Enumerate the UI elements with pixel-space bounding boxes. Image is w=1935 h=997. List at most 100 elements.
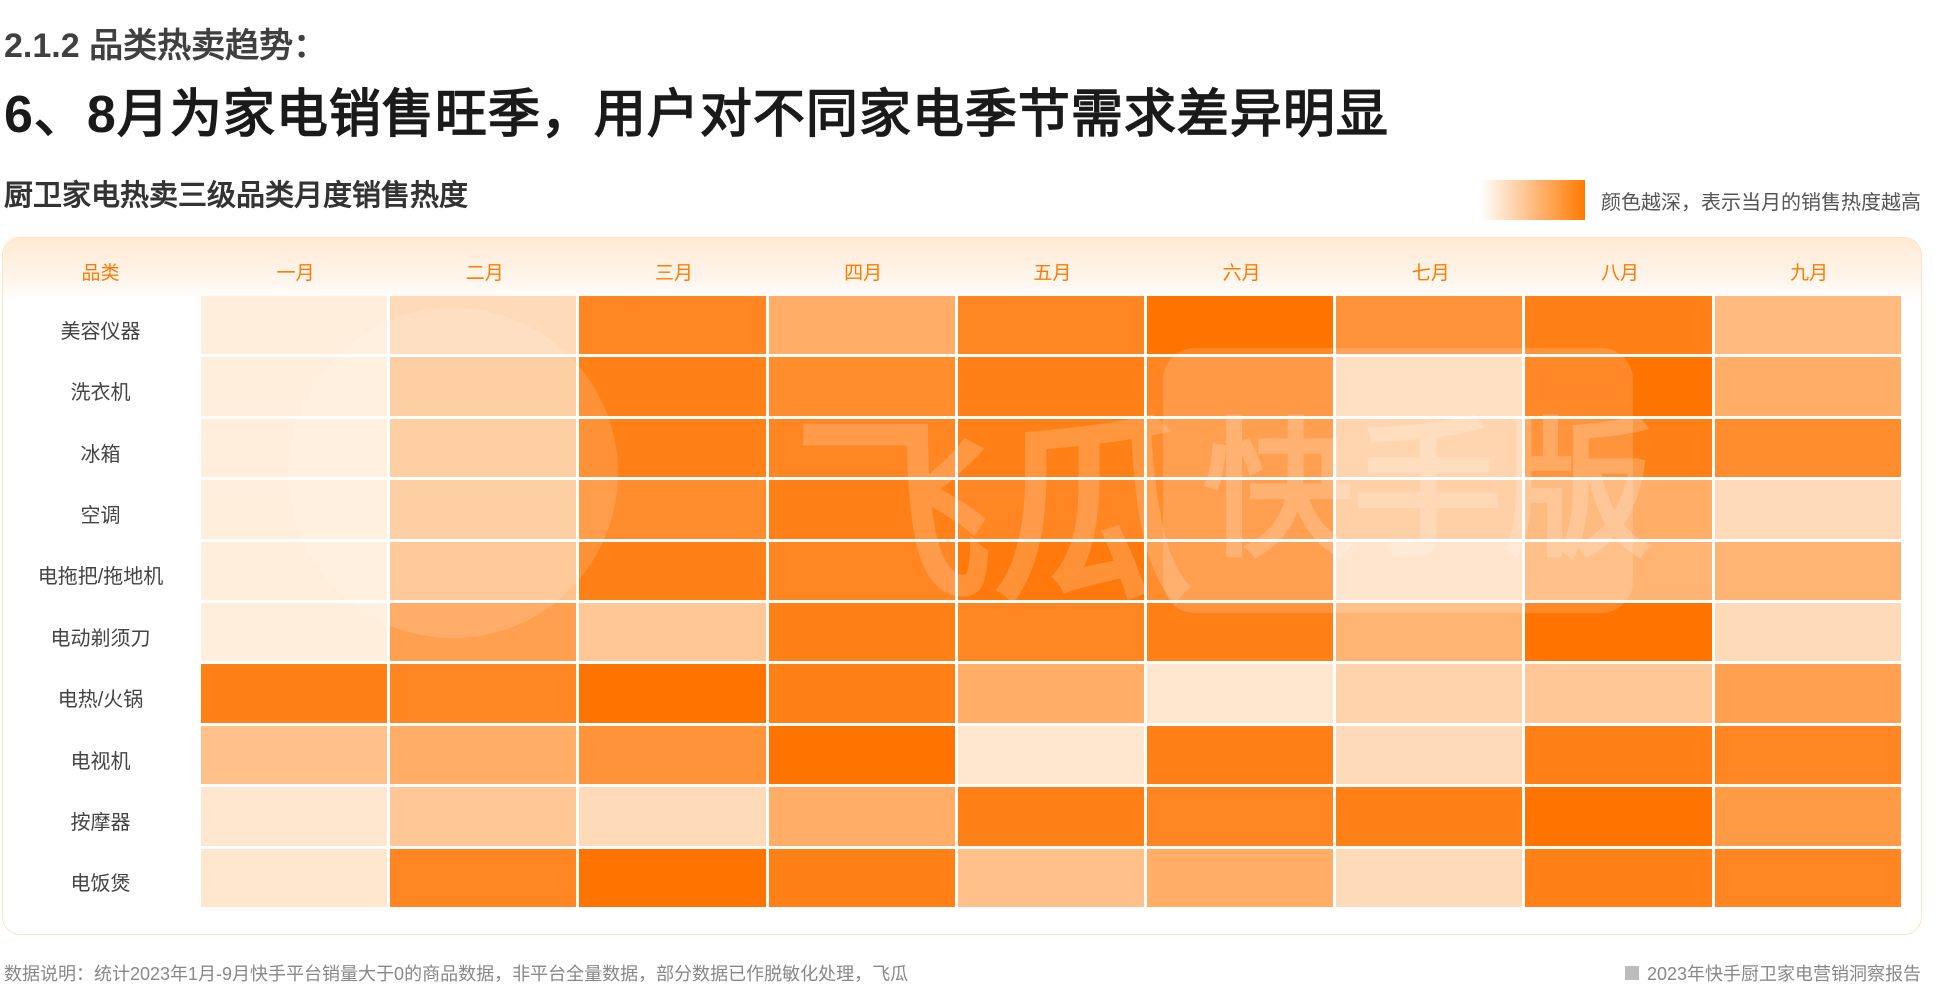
- heatmap-cell: [957, 357, 1144, 416]
- heatmap-cell: [579, 296, 766, 355]
- heatmap-cell: [1147, 357, 1334, 416]
- heatmap-cell: [1714, 418, 1901, 478]
- heatmap-cell: [1336, 725, 1523, 785]
- heatmap-cell: [579, 541, 766, 600]
- heatmap-cell: [1714, 541, 1901, 600]
- column-header: 一月: [276, 263, 315, 284]
- column-header: 四月: [844, 263, 883, 284]
- column-header: 五月: [1033, 263, 1072, 284]
- heatmap-cell: [1525, 848, 1712, 907]
- row-label: 洗衣机: [70, 382, 131, 405]
- footer-report-title: 2023年快手厨卫家电营销洞察报告: [1646, 964, 1921, 984]
- heatmap-cell: [957, 725, 1144, 785]
- heatmap-cell: [957, 787, 1144, 846]
- column-header: 二月: [465, 263, 504, 284]
- heatmap-cell: [1525, 357, 1712, 416]
- heatmap-cell: [957, 541, 1144, 600]
- heatmap-cell: [579, 480, 766, 539]
- heatmap-cell: [1714, 664, 1901, 723]
- heatmap-cell: [1147, 480, 1334, 539]
- heatmap-cell: [1147, 787, 1334, 846]
- heatmap-cell: [1147, 296, 1334, 355]
- heatmap-cell: [957, 296, 1144, 355]
- heatmap-cell: [1525, 664, 1712, 723]
- heatmap-cell: [201, 664, 388, 723]
- heatmap-cell: [201, 480, 388, 539]
- heatmap-cell: [1714, 603, 1901, 662]
- heatmap-panel: 品类 一月 二月 三月 四月 五月 六月 七月 八月 九月 美容仪器 洗衣机 冰箱 空调 电拖把/拖地机电…: [2, 237, 1922, 935]
- column-header: 三月: [654, 263, 693, 284]
- legend-gradient: [1480, 180, 1585, 220]
- section-number: 2.1.2 品类热卖趋势：: [4, 27, 328, 65]
- heatmap-cell: [201, 418, 388, 478]
- heatmap-cell: [201, 541, 388, 600]
- heatmap-cell: [1336, 603, 1523, 662]
- heatmap-cell: [957, 480, 1144, 539]
- heatmap-cell: [1336, 787, 1523, 846]
- heatmap-cell: [1525, 418, 1712, 478]
- heatmap-cell: [1525, 787, 1712, 846]
- heatmap-cell: [579, 603, 766, 662]
- heatmap-cell: [1714, 848, 1901, 907]
- row-label: 电视机: [70, 750, 131, 773]
- heatmap-cell: [1147, 418, 1334, 478]
- legend-text: 颜色越深，表示当月的销售热度越高: [1601, 191, 1921, 214]
- heatmap-cell: [579, 664, 766, 723]
- heatmap-cell: [390, 787, 577, 846]
- heatmap-cell: [1525, 480, 1712, 539]
- row-label: 美容仪器: [60, 320, 141, 343]
- chart-title: 厨卫家电热卖三级品类月度销售热度: [4, 180, 469, 212]
- heatmap-cell: [390, 296, 577, 355]
- row-label: 电热/火锅: [57, 689, 144, 712]
- heatmap-cell: [579, 418, 766, 478]
- heatmap-cell: [768, 357, 955, 416]
- heatmap-cell: [201, 848, 388, 907]
- heatmap-cell: [957, 664, 1144, 723]
- heatmap-cell: [1714, 296, 1901, 355]
- row-label: 电拖把/拖地机: [37, 566, 164, 589]
- heatmap-cell: [1714, 787, 1901, 846]
- heatmap-cell: [1147, 848, 1334, 907]
- column-header: 六月: [1222, 263, 1261, 284]
- heatmap-cell: [201, 787, 388, 846]
- heatmap-cell: [390, 418, 577, 478]
- heatmap-cell: [390, 848, 577, 907]
- heatmap-cell: [768, 480, 955, 539]
- page-headline: 6、8月为家电销售旺季，用户对不同家电季节需求差异明显: [4, 86, 1389, 144]
- heatmap-cell: [1336, 480, 1523, 539]
- report-square-icon: [1624, 966, 1639, 980]
- heatmap-cell: [1336, 664, 1523, 723]
- heatmap-cell: [768, 787, 955, 846]
- heatmap-cell: [1336, 541, 1523, 600]
- heatmap-cell: [1714, 725, 1901, 785]
- row-label: 电动剃须刀: [50, 627, 151, 650]
- heatmap-cell: [390, 357, 577, 416]
- column-header: 八月: [1600, 263, 1639, 284]
- heatmap-cell: [957, 603, 1144, 662]
- heatmap-cell: [579, 725, 766, 785]
- heatmap-cell: [1714, 480, 1901, 539]
- heatmap-cell: [201, 357, 388, 416]
- footer-note: 数据说明：统计2023年1月-9月快手平台销量大于0的商品数据，非平台全量数据，…: [4, 964, 909, 984]
- row-label: 按摩器: [70, 811, 131, 834]
- heatmap-cell: [1525, 603, 1712, 662]
- row-header: 品类: [81, 263, 120, 284]
- heatmap-cell: [201, 296, 388, 355]
- heatmap-cell: [1147, 664, 1334, 723]
- footer-report: 2023年快手厨卫家电营销洞察报告: [1624, 960, 1921, 986]
- column-header: 七月: [1411, 263, 1450, 284]
- panel-header-band: [3, 238, 1921, 300]
- heatmap-cell: [768, 603, 955, 662]
- heatmap-cell: [957, 418, 1144, 478]
- heatmap-cell: [1525, 296, 1712, 355]
- heatmap-cell: [1525, 725, 1712, 785]
- row-label: 冰箱: [80, 443, 121, 466]
- heatmap-cell: [1525, 541, 1712, 600]
- column-header: 九月: [1790, 263, 1829, 284]
- heatmap-cell: [1336, 848, 1523, 907]
- heatmap-cell: [390, 664, 577, 723]
- heatmap-cell: [1336, 296, 1523, 355]
- heatmap-cell: [579, 357, 766, 416]
- heatmap-cell: [768, 664, 955, 723]
- heatmap-cell: [1336, 357, 1523, 416]
